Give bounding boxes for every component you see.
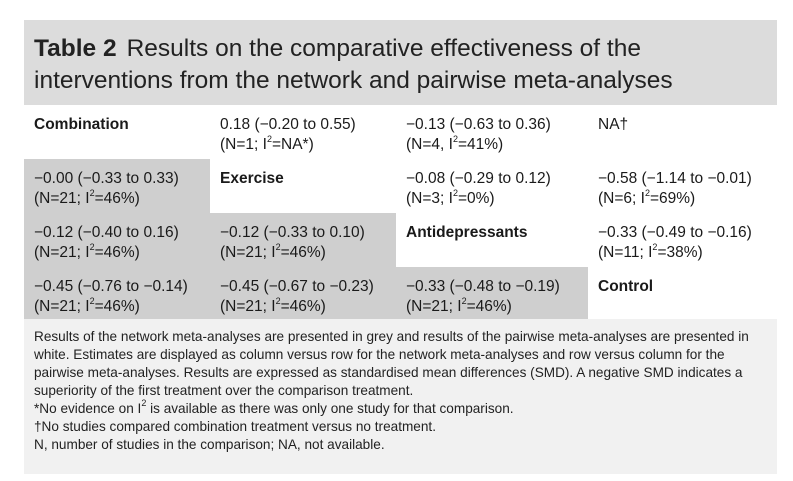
cell-text: Exercise xyxy=(220,169,392,189)
cell-text: −0.13 (−0.63 to 0.36) (N=4, I2=41%) xyxy=(406,115,584,155)
cell-stats-b: =46%) xyxy=(466,298,512,315)
matrix-cell: −0.00 (−0.33 to 0.33) (N=21; I2=46%) xyxy=(24,159,210,213)
cell-stats-a: (N=21; I xyxy=(406,298,462,315)
cell-text: −0.08 (−0.29 to 0.12) (N=3; I2=0%) xyxy=(406,169,584,209)
superscript: 2 xyxy=(275,295,281,306)
cell-text: Antidepressants xyxy=(406,223,584,243)
matrix-cell: −0.08 (−0.29 to 0.12) (N=3; I2=0%) xyxy=(396,159,588,213)
cell-stats-a: (N=21; I xyxy=(34,244,90,261)
cell-estimate: NA† xyxy=(598,116,629,133)
footnote-abbreviations: N, number of studies in the comparison; … xyxy=(34,437,385,452)
footnote-no-evidence: *No evidence on I2 is available as there… xyxy=(34,398,772,418)
cell-stats-a: (N=3; I xyxy=(406,190,453,207)
cell-stats-a: (N=4, I xyxy=(406,136,453,153)
superscript: 2 xyxy=(141,398,147,409)
cell-stats-b: =46%) xyxy=(94,298,140,315)
cell-stats-a: (N=11; I xyxy=(598,244,653,261)
cell-estimate: −0.00 (−0.33 to 0.33) xyxy=(34,170,179,187)
matrix-row-header: Control xyxy=(588,267,777,319)
notes-paragraph: Results of the network meta-analyses are… xyxy=(34,329,749,398)
cell-estimate: 0.18 (−0.20 to 0.55) xyxy=(220,116,356,133)
matrix-cell: −0.33 (−0.48 to −0.19) (N=21; I2=46%) xyxy=(396,267,588,319)
cell-text: −0.45 (−0.76 to −0.14) (N=21; I2=46%) xyxy=(34,277,206,317)
footnote-no-evidence-b: is available as there was only one study… xyxy=(146,401,514,416)
matrix-cell: 0.18 (−0.20 to 0.55) (N=1; I2=NA*) xyxy=(210,105,396,159)
cell-stats-b: =69%) xyxy=(649,190,696,207)
cell-estimate: −0.45 (−0.67 to −0.23) xyxy=(220,278,374,295)
cell-stats-b: =NA*) xyxy=(271,136,314,153)
cell-estimate: −0.13 (−0.63 to 0.36) xyxy=(406,116,551,133)
cell-stats-a: (N=21; I xyxy=(34,190,90,207)
cell-text: 0.18 (−0.20 to 0.55) (N=1; I2=NA*) xyxy=(220,115,392,155)
cell-stats-a: (N=21; I xyxy=(34,298,90,315)
cell-text: −0.12 (−0.40 to 0.16) (N=21; I2=46%) xyxy=(34,223,206,263)
matrix-cell: −0.45 (−0.76 to −0.14) (N=21; I2=46%) xyxy=(24,267,210,319)
cell-stats-b: =0%) xyxy=(457,190,495,207)
cell-estimate: Control xyxy=(598,278,654,295)
cell-estimate: Exercise xyxy=(220,170,284,187)
cell-stats-a: (N=6; I xyxy=(598,190,645,207)
cell-estimate: −0.12 (−0.33 to 0.10) xyxy=(220,224,365,241)
cell-stats-b: =46%) xyxy=(94,244,140,261)
cell-text: Combination xyxy=(34,115,206,135)
cell-stats-a: (N=21; I xyxy=(220,244,276,261)
superscript: 2 xyxy=(89,295,95,306)
table-card: Table 2 Results on the comparative effect… xyxy=(24,20,777,474)
cell-stats-b: =46%) xyxy=(280,244,326,261)
matrix-row-header: Antidepressants xyxy=(396,213,588,267)
superscript: 2 xyxy=(452,133,458,144)
cell-text: −0.12 (−0.33 to 0.10) (N=21; I2=46%) xyxy=(220,223,392,263)
superscript: 2 xyxy=(89,241,95,252)
table-title-line-1: Table 2 Results on the comparative effect… xyxy=(34,34,641,64)
cell-text: −0.00 (−0.33 to 0.33) (N=21; I2=46%) xyxy=(34,169,206,209)
matrix-cell: −0.12 (−0.33 to 0.10) (N=21; I2=46%) xyxy=(210,213,396,267)
table-title-text-1: Results on the comparative effectiveness… xyxy=(126,35,641,62)
superscript: 2 xyxy=(89,187,95,198)
matrix-cell: NA† xyxy=(588,105,777,159)
cell-estimate: Combination xyxy=(34,116,129,133)
matrix-cell: −0.33 (−0.49 to −0.16) (N=11; I2=38%) xyxy=(588,213,777,267)
footnote-no-studies: †No studies compared combination treatme… xyxy=(34,419,436,434)
superscript: 2 xyxy=(644,187,650,198)
matrix-cell: −0.58 (−1.14 to −0.01) (N=6; I2=69%) xyxy=(588,159,777,213)
cell-stats-a: (N=21; I xyxy=(220,298,276,315)
cell-estimate: −0.45 (−0.76 to −0.14) xyxy=(34,278,188,295)
cell-text: −0.45 (−0.67 to −0.23) (N=21; I2=46%) xyxy=(220,277,392,317)
superscript: 2 xyxy=(461,295,467,306)
footnote-no-evidence-a: *No evidence on I xyxy=(34,401,142,416)
superscript: 2 xyxy=(652,241,658,252)
matrix-cell: −0.45 (−0.67 to −0.23) (N=21; I2=46%) xyxy=(210,267,396,319)
cell-stats-b: =46%) xyxy=(280,298,326,315)
table-title-block: Table 2 Results on the comparative effect… xyxy=(24,20,777,105)
cell-text: −0.58 (−1.14 to −0.01) (N=6; I2=69%) xyxy=(598,169,773,209)
cell-estimate: Antidepressants xyxy=(406,224,528,241)
comparison-matrix: Combination 0.18 (−0.20 to 0.55) (N=1; I2=… xyxy=(24,105,777,319)
cell-text: −0.33 (−0.49 to −0.16) (N=11; I2=38%) xyxy=(598,223,773,263)
matrix-cell: −0.12 (−0.40 to 0.16) (N=21; I2=46%) xyxy=(24,213,210,267)
superscript: 2 xyxy=(452,187,458,198)
cell-estimate: −0.08 (−0.29 to 0.12) xyxy=(406,170,551,187)
cell-estimate: −0.58 (−1.14 to −0.01) xyxy=(598,170,752,187)
cell-stats-a: (N=1; I xyxy=(220,136,267,153)
superscript: 2 xyxy=(275,241,281,252)
superscript: 2 xyxy=(266,133,272,144)
cell-stats-b: =46%) xyxy=(94,190,140,207)
table-label: Table 2 xyxy=(34,35,117,62)
cell-text: NA† xyxy=(598,115,773,135)
cell-text: Control xyxy=(598,277,773,297)
cell-stats-b: =41%) xyxy=(457,136,504,153)
matrix-row-header: Exercise xyxy=(210,159,396,213)
cell-text: −0.33 (−0.48 to −0.19) (N=21; I2=46%) xyxy=(406,277,584,317)
matrix-row-header: Combination xyxy=(24,105,210,159)
matrix-cell: −0.13 (−0.63 to 0.36) (N=4, I2=41%) xyxy=(396,105,588,159)
cell-estimate: −0.33 (−0.49 to −0.16) xyxy=(598,224,752,241)
table-title-line-2: interventions from the network and pairw… xyxy=(34,67,673,94)
table-notes: Results of the network meta-analyses are… xyxy=(34,328,772,454)
cell-estimate: −0.33 (−0.48 to −0.19) xyxy=(406,278,560,295)
cell-stats-b: =38%) xyxy=(657,244,703,261)
cell-estimate: −0.12 (−0.40 to 0.16) xyxy=(34,224,179,241)
